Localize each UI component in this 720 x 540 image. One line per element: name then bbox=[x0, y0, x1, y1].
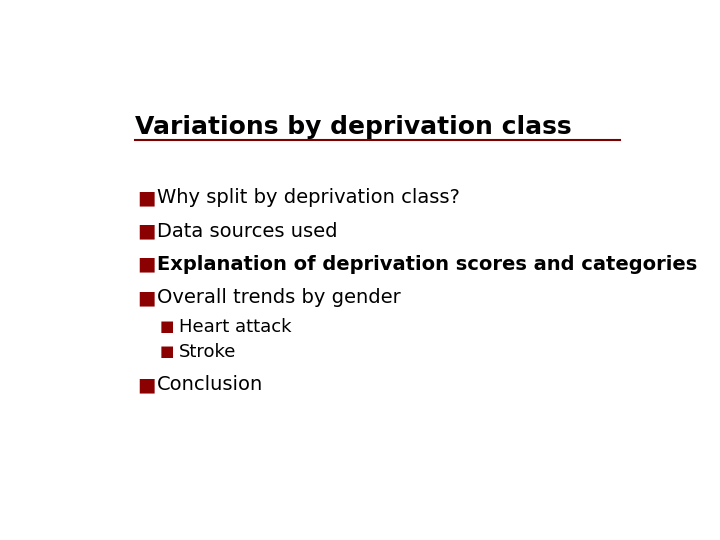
Text: ■: ■ bbox=[138, 288, 156, 307]
Text: Data sources used: Data sources used bbox=[157, 221, 338, 241]
Text: Variations by deprivation class: Variations by deprivation class bbox=[135, 114, 571, 139]
Text: Overall trends by gender: Overall trends by gender bbox=[157, 288, 401, 307]
Text: ■: ■ bbox=[138, 188, 156, 207]
Text: ■: ■ bbox=[138, 255, 156, 274]
Text: ■: ■ bbox=[160, 319, 174, 334]
Text: Conclusion: Conclusion bbox=[157, 375, 264, 394]
Text: Stroke: Stroke bbox=[179, 343, 237, 361]
Text: ■: ■ bbox=[160, 344, 174, 359]
Text: ■: ■ bbox=[138, 375, 156, 394]
Text: Heart attack: Heart attack bbox=[179, 318, 292, 336]
Text: Explanation of deprivation scores and categories: Explanation of deprivation scores and ca… bbox=[157, 255, 697, 274]
Text: ■: ■ bbox=[138, 221, 156, 241]
Text: Why split by deprivation class?: Why split by deprivation class? bbox=[157, 188, 460, 207]
